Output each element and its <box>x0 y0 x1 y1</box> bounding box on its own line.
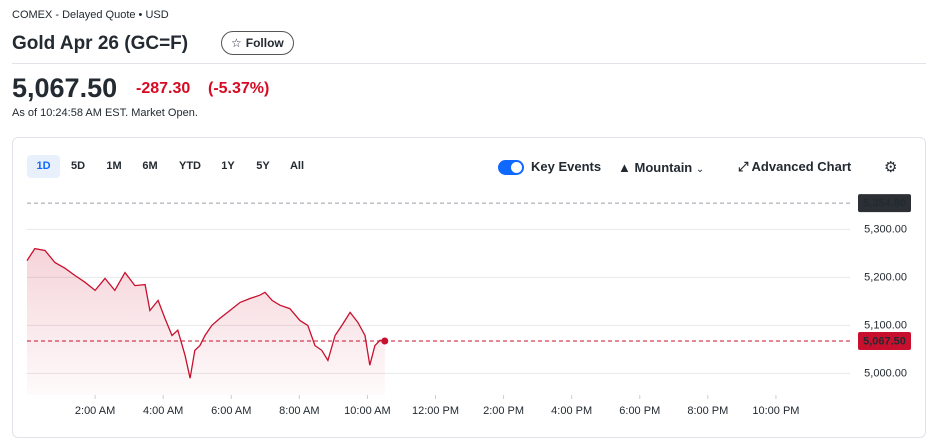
x-tick-label: 8:00 AM <box>279 405 319 417</box>
range-button[interactable]: 1Y <box>221 160 235 172</box>
range-button[interactable]: 5Y <box>256 160 270 172</box>
reference-label: 5,354.80 <box>863 198 906 210</box>
separator <box>12 63 926 64</box>
x-tick-label: 8:00 PM <box>687 405 728 417</box>
timestamp: As of 10:24:58 AM EST. Market Open. <box>12 107 198 119</box>
key-events-label: Key Events <box>531 159 602 174</box>
advanced-chart[interactable]: ⤢ Advanced Chart <box>738 159 852 174</box>
reference-badge <box>858 194 911 213</box>
x-tick-label: 10:00 AM <box>344 405 390 417</box>
y-tick-label: 5,200.00 <box>864 271 907 283</box>
chart-card <box>12 137 926 438</box>
range-button[interactable]: YTD <box>179 160 201 172</box>
exchange: COMEX - Delayed Quote • USD <box>12 9 169 21</box>
mountain-area <box>27 248 385 395</box>
chart-style[interactable]: ▲ Mountain ⌄ <box>618 160 705 175</box>
follow-label: Follow <box>245 36 284 50</box>
follow-button[interactable]: ☆ Follow <box>221 31 294 55</box>
quote-title: Gold Apr 26 (GC=F) <box>12 33 189 54</box>
x-tick-label: 2:00 PM <box>483 405 524 417</box>
reference-badge <box>858 332 911 350</box>
y-tick-label: 5,000.00 <box>864 367 907 379</box>
x-tick-label: 10:00 PM <box>752 405 799 417</box>
range-button[interactable]: 5D <box>70 160 86 172</box>
range-button[interactable]: All <box>289 160 305 172</box>
x-tick-label: 6:00 AM <box>211 405 251 417</box>
chart-style-label: Mountain <box>634 160 693 175</box>
range-button[interactable]: 1M <box>106 160 122 172</box>
x-tick-label: 6:00 PM <box>619 405 660 417</box>
y-tick-label: 5,100.00 <box>864 319 907 331</box>
advanced-chart-label: Advanced Chart <box>751 159 852 174</box>
range-button[interactable]: 1D <box>27 155 60 178</box>
reference-label: 5,067.50 <box>863 335 906 347</box>
price-line <box>26 247 385 379</box>
change-percent: (-5.37%) <box>208 80 270 97</box>
settings-icon[interactable]: ⚙ <box>884 159 898 176</box>
change: -287.30 <box>136 80 191 97</box>
range-button[interactable]: 6M <box>142 160 158 172</box>
x-tick-label: 2:00 AM <box>75 405 115 417</box>
x-tick-label: 4:00 AM <box>143 405 183 417</box>
key-events[interactable]: Key Events <box>498 159 602 176</box>
y-tick-label: 5,300.00 <box>864 223 907 235</box>
x-tick-label: 4:00 PM <box>551 405 592 417</box>
x-tick-label: 12:00 PM <box>412 405 459 417</box>
price: 5,067.50 <box>12 73 118 103</box>
